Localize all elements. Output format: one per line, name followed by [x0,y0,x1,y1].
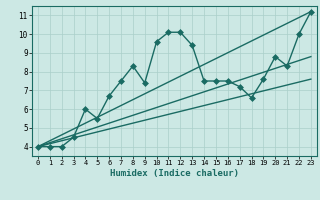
X-axis label: Humidex (Indice chaleur): Humidex (Indice chaleur) [110,169,239,178]
